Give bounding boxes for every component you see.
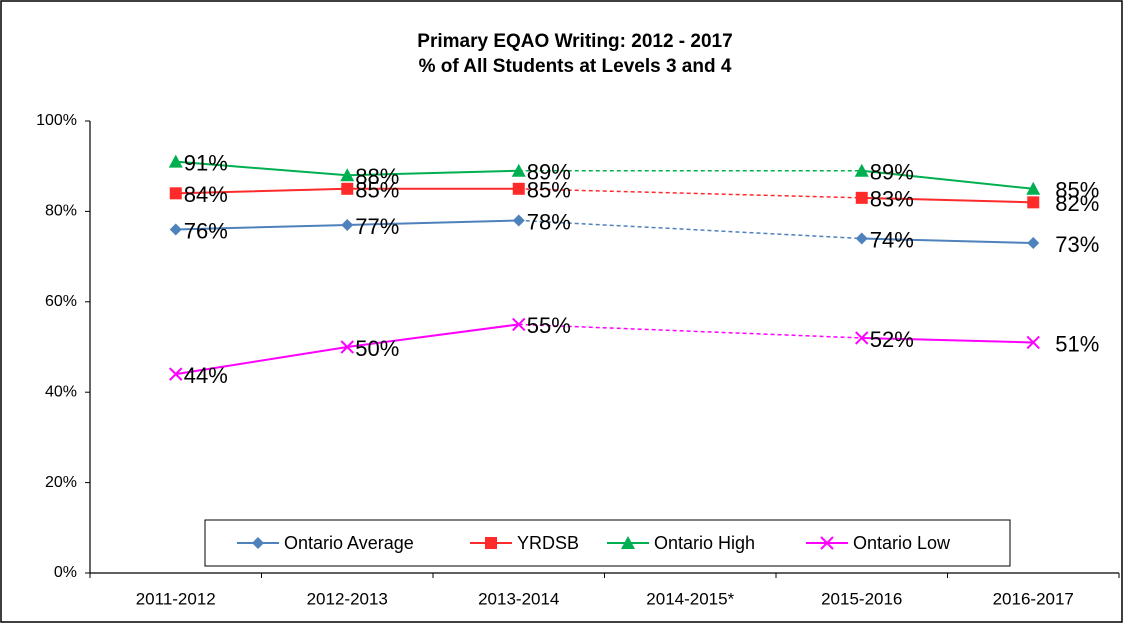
legend-label: Ontario Low (853, 533, 951, 553)
x-tick-label: 2014-2015* (646, 589, 734, 608)
data-label: 55% (527, 313, 571, 338)
marker (512, 317, 526, 332)
data-label: 78% (527, 209, 571, 234)
marker (854, 163, 869, 177)
marker (169, 367, 183, 381)
marker (512, 214, 525, 227)
x-tick-label: 2016-2017 (993, 589, 1074, 608)
data-label: 85% (527, 178, 571, 203)
data-label: 91% (184, 150, 228, 175)
marker (511, 163, 526, 177)
marker (169, 187, 182, 200)
marker (168, 154, 183, 168)
marker (1026, 181, 1041, 195)
data-label: 82% (1055, 191, 1099, 216)
data-label: 88% (355, 164, 399, 189)
series-line (861, 196, 1034, 204)
data-label: 50% (355, 336, 399, 361)
marker (1026, 335, 1040, 350)
marker (340, 168, 355, 182)
marker (341, 182, 354, 195)
marker (621, 536, 635, 549)
data-label: 73% (1055, 232, 1099, 257)
y-tick-label: 100% (36, 112, 77, 129)
legend-label: Ontario Average (284, 533, 414, 553)
marker (485, 537, 497, 549)
data-label: 89% (870, 160, 914, 185)
data-label: 51% (1055, 331, 1099, 356)
marker (855, 191, 868, 204)
legend-label: Ontario High (654, 533, 755, 553)
marker (512, 182, 525, 195)
chart-subtitle: % of All Students at Levels 3 and 4 (419, 56, 732, 77)
data-label: 77% (355, 214, 399, 239)
data-label: 83% (870, 187, 914, 212)
data-label: 44% (184, 363, 228, 388)
x-tick-label: 2015-2016 (821, 589, 902, 608)
series-line (861, 336, 1034, 344)
x-tick-label: 2013-2014 (478, 589, 559, 608)
gap-bridge (518, 188, 862, 199)
marker (1027, 196, 1040, 209)
data-label: 74% (870, 227, 914, 252)
y-tick-label: 0% (54, 564, 77, 581)
y-tick-label: 60% (45, 293, 77, 310)
data-label: 84% (184, 182, 228, 207)
gap-bridge (518, 219, 862, 240)
marker (340, 340, 354, 354)
data-label: 52% (870, 327, 914, 352)
marker (1027, 237, 1040, 250)
marker (169, 223, 182, 236)
data-label: 89% (527, 160, 571, 185)
series-line (861, 169, 1034, 190)
marker (855, 331, 869, 345)
data-label: 85% (355, 178, 399, 203)
marker (252, 537, 264, 549)
marker (855, 232, 868, 245)
data-label: 85% (1055, 178, 1099, 203)
y-tick-label: 40% (45, 383, 77, 400)
y-tick-label: 80% (45, 203, 77, 220)
data-label: 76% (184, 218, 228, 243)
gap-bridge (518, 323, 862, 339)
marker (820, 536, 834, 550)
series-line (861, 237, 1034, 245)
chart-title: Primary EQAO Writing: 2012 - 2017 (417, 31, 732, 52)
marker (341, 218, 354, 231)
x-tick-label: 2012-2013 (307, 589, 388, 608)
x-tick-label: 2011-2012 (136, 589, 216, 608)
legend-label: YRDSB (517, 533, 579, 553)
y-tick-label: 20% (45, 474, 77, 491)
